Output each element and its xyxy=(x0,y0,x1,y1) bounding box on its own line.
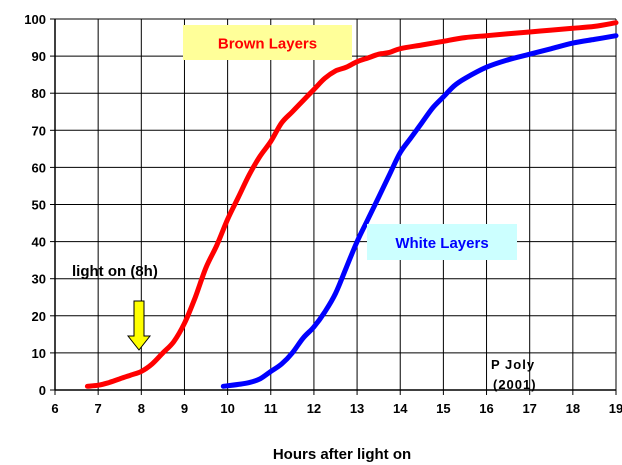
x-tick-label-1: 7 xyxy=(95,401,102,416)
legend-label-white-layers: White Layers xyxy=(395,235,488,252)
x-tick-label-6: 12 xyxy=(307,401,321,416)
legend-label-brown-layers: Brown Layers xyxy=(218,36,317,53)
x-tick-label-3: 9 xyxy=(181,401,188,416)
y-tick-label-9: 90 xyxy=(32,49,46,64)
y-tick-label-0: 0 xyxy=(39,383,46,398)
x-tick-label-2: 8 xyxy=(138,401,145,416)
x-tick-label-12: 18 xyxy=(566,401,580,416)
light-on-label: light on (8h) xyxy=(72,263,158,280)
y-tick-label-1: 10 xyxy=(32,346,46,361)
series-line-brown-layers xyxy=(84,20,619,389)
chart-series xyxy=(84,20,619,389)
chart-axes xyxy=(50,18,617,395)
x-axis-label: Hours after light on xyxy=(273,446,411,463)
x-tick-label-5: 11 xyxy=(264,401,278,416)
y-tick-label-2: 20 xyxy=(32,309,46,324)
x-tick-label-0: 6 xyxy=(51,401,58,416)
chart-tick-labels: 6 7 8 9 10 11 12 13 14 15 16 17 18 19 0 10 20 30 40 50 60 70 8… xyxy=(24,12,622,416)
x-tick-label-4: 10 xyxy=(220,401,234,416)
x-tick-label-8: 14 xyxy=(393,401,408,416)
y-tick-label-5: 50 xyxy=(32,198,46,213)
series-line-white-layers xyxy=(220,33,619,389)
credit-name: P Joly xyxy=(491,357,535,372)
x-tick-label-7: 13 xyxy=(350,401,364,416)
legend-box-white-layers xyxy=(367,224,517,260)
x-tick-label-9: 15 xyxy=(436,401,450,416)
light-on-arrow xyxy=(126,300,152,351)
y-tick-label-8: 80 xyxy=(32,86,46,101)
credit-year: (2001) xyxy=(493,377,537,392)
chart-annotations: Brown Layers White Layers light on (8h) P J… xyxy=(72,25,537,392)
x-tick-label-13: 19 xyxy=(609,401,622,416)
y-tick-label-10: 100 xyxy=(24,12,46,27)
y-tick-label-3: 30 xyxy=(32,272,46,287)
y-tick-label-4: 40 xyxy=(32,235,46,250)
y-tick-label-7: 70 xyxy=(32,123,46,138)
x-tick-label-11: 17 xyxy=(522,401,536,416)
y-tick-label-6: 60 xyxy=(32,160,46,175)
x-tick-label-10: 16 xyxy=(479,401,493,416)
legend-box-brown-layers xyxy=(183,25,352,60)
